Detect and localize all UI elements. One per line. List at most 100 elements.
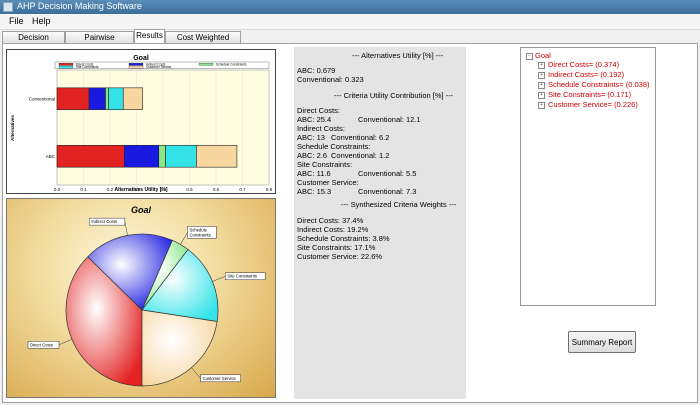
bar-indirect-costs-abc xyxy=(124,145,160,168)
bar-chart-bars xyxy=(56,87,238,168)
title-bar: AHP Decision Making Software xyxy=(0,0,700,14)
pie-slice-indirect-costs xyxy=(87,233,173,311)
bar-chart-categories: Conventional ABC xyxy=(29,96,56,159)
pie-label-box xyxy=(187,226,217,239)
tree-node-customer-service[interactable]: Customer Service= (0.226) xyxy=(548,100,638,109)
legend-label-schedule-constraints: Schedule Constraints xyxy=(216,62,247,66)
bar-site-constraints-abc xyxy=(165,145,197,168)
bar-schedule-constraints-abc xyxy=(158,145,166,168)
weight-customer-service: Customer Service: 22.6% xyxy=(297,252,383,261)
criteria-utility-header: --- Criteria Utility Contribution [%] --… xyxy=(334,91,454,100)
pie-slice-site-constraints xyxy=(141,248,219,322)
pie-label-schedule-constraints: Constraints xyxy=(190,232,211,237)
x-tick-label: 0.0 xyxy=(54,187,61,192)
pie-leader-line xyxy=(191,367,201,379)
menu-file[interactable]: File xyxy=(9,16,24,26)
pie-leader-line xyxy=(58,339,73,346)
schedule-constraints-title: Schedule Constraints: xyxy=(297,142,371,151)
tab-pairwise-comparison[interactable]: Pairwise Comparison xyxy=(65,31,134,54)
x-tick-label: 0.8 xyxy=(266,187,273,192)
x-tick-label: 0.1 xyxy=(80,187,87,192)
pie-label-customer-service: Customer Service xyxy=(203,376,237,381)
alternatives-utility-chart: Goal Direct Costs Indirect Costs Schedule … xyxy=(6,49,276,194)
collapse-goal-icon[interactable]: − xyxy=(526,53,533,60)
hierarchy-tree-view[interactable]: − Goal + Direct Costs= (0.374) + Indirec… xyxy=(520,47,656,306)
results-text-panel: --- Alternatives Utility [%] --- ABC: 0.… xyxy=(294,47,466,399)
pie-label-indirect-costs: Indirect Costs xyxy=(91,219,117,224)
bar-customer-service-abc xyxy=(196,145,238,168)
x-tick-label: 0.5 xyxy=(186,187,193,192)
customer-service-conv: Conventional: 7.3 xyxy=(358,187,417,196)
pie-label-box xyxy=(27,341,60,349)
x-tick-label: 0.3 xyxy=(133,187,140,192)
x-tick-label: 0.6 xyxy=(213,187,220,192)
x-tick-label: 0.4 xyxy=(160,187,167,192)
tree-node-indirect-costs[interactable]: Indirect Costs= (0.192) xyxy=(548,70,625,79)
tree-node-site-constraints[interactable]: Site Constraints= (0.171) xyxy=(548,90,632,99)
bar-chart-title: Goal xyxy=(133,55,149,62)
pie-label-direct-costs: Direct Costs xyxy=(30,342,53,347)
legend-label-customer-service: Customer Service xyxy=(146,65,172,69)
site-constraints-conv: Conventional: 5.5 xyxy=(358,169,417,178)
tab-decision-hierarchy[interactable]: Decision Hierarchy xyxy=(2,31,65,54)
legend-swatch-schedule-constraints xyxy=(198,63,214,66)
legend-label-indirect-costs: Indirect Costs xyxy=(146,62,166,66)
bar-direct-costs-conventional xyxy=(56,87,90,110)
tab-results[interactable]: Results xyxy=(134,29,165,43)
schedule-constraints-abc: ABC: 2.6 xyxy=(297,151,328,160)
category-label: ABC xyxy=(46,154,56,159)
pie-label-box xyxy=(225,272,266,280)
bar-customer-service-conventional xyxy=(122,87,143,110)
direct-costs-conv: Conventional: 12.1 xyxy=(358,115,421,124)
weight-schedule-constraints: Schedule Constraints: 3.8% xyxy=(297,234,390,243)
expand-customer-service-icon[interactable]: + xyxy=(538,102,545,109)
pie-label-box xyxy=(200,374,241,383)
category-label: Conventional xyxy=(29,96,55,101)
schedule-constraints-conv: Conventional: 1.2 xyxy=(331,151,390,160)
indirect-costs-conv: Conventional: 6.2 xyxy=(331,133,390,142)
legend-swatch-site-constraints xyxy=(58,65,74,69)
pie-leader-line xyxy=(180,232,188,245)
legend-swatch-direct-costs xyxy=(58,63,74,66)
pie-label-site-constraints: Site Constraints xyxy=(227,274,257,279)
pie-label-box xyxy=(89,217,126,226)
legend-label-direct-costs: Direct Costs xyxy=(76,62,94,66)
synthesized-weights-header: --- Synthesized Criteria Weights --- xyxy=(341,200,457,209)
site-constraints-title: Site Constraints: xyxy=(297,160,353,169)
bar-indirect-costs-conventional xyxy=(88,87,106,110)
pie-slice-direct-costs xyxy=(65,256,143,387)
tab-cost-weighted-analysis[interactable]: Cost Weighted Analysis xyxy=(165,31,241,54)
legend-box xyxy=(54,61,270,69)
plot-area xyxy=(56,69,270,186)
weight-direct-costs: Direct Costs: 37.4% xyxy=(297,216,364,225)
alt-abc-utility: ABC: 0.679 xyxy=(297,66,336,75)
pie-labels: Direct Costs Indirect Costs ScheduleConstr… xyxy=(27,217,266,383)
expand-indirect-costs-icon[interactable]: + xyxy=(538,72,545,79)
weight-indirect-costs: Indirect Costs: 19.2% xyxy=(297,225,369,234)
expand-schedule-constraints-icon[interactable]: + xyxy=(538,82,545,89)
bar-site-constraints-conventional xyxy=(108,87,124,110)
customer-service-title: Customer Service: xyxy=(297,178,359,187)
customer-service-abc: ABC: 15.3 xyxy=(297,187,332,196)
menu-help[interactable]: Help xyxy=(32,16,51,26)
criteria-weights-pie-chart: Goal Direct Costs Indirect Costs Schedule C… xyxy=(6,198,276,398)
x-tick-label: 0.2 xyxy=(107,187,114,192)
direct-costs-abc: ABC: 25.4 xyxy=(297,115,332,124)
tree-node-direct-costs[interactable]: Direct Costs= (0.374) xyxy=(548,60,620,69)
pie-slice-customer-service xyxy=(141,309,218,387)
expand-direct-costs-icon[interactable]: + xyxy=(538,62,545,69)
summary-report-button[interactable]: Summary Report xyxy=(568,331,636,353)
tree-node-goal[interactable]: Goal xyxy=(535,51,551,60)
legend-label-site-constraints: Site Constraints xyxy=(76,65,99,69)
direct-costs-title: Direct Costs: xyxy=(297,106,340,115)
expand-site-constraints-icon[interactable]: + xyxy=(538,92,545,99)
pie-chart-title: Goal xyxy=(131,205,152,215)
pie-slices xyxy=(65,233,219,387)
alt-conventional-utility: Conventional: 0.323 xyxy=(297,75,364,84)
legend-swatch-customer-service xyxy=(128,65,144,69)
x-tick-label: 0.7 xyxy=(239,187,246,192)
tree-node-schedule-constraints[interactable]: Schedule Constraints= (0.038) xyxy=(548,80,650,89)
window-title: AHP Decision Making Software xyxy=(17,1,142,11)
bar-schedule-constraints-conventional xyxy=(105,87,109,110)
pie-label-schedule-constraints: Schedule xyxy=(190,227,208,232)
